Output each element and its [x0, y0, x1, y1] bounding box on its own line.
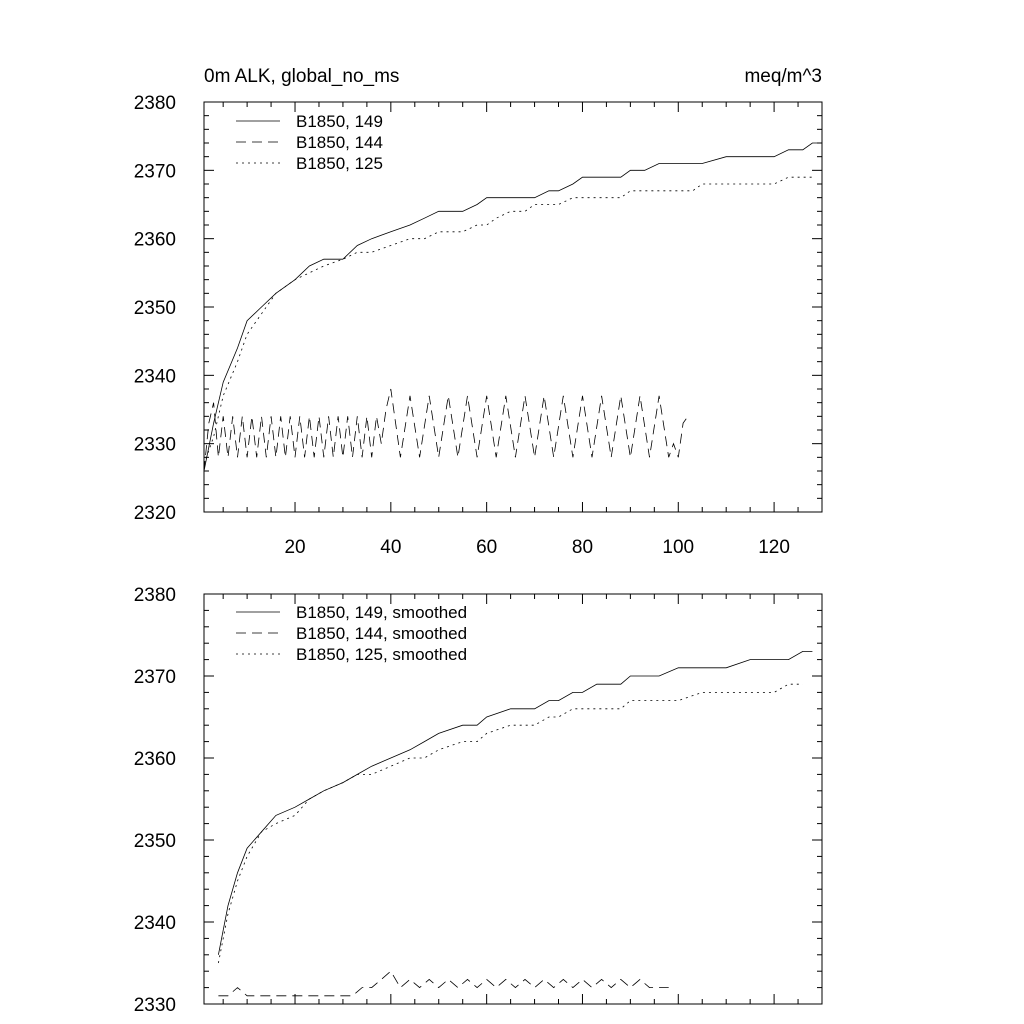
series-line-dotted — [204, 176, 813, 465]
legend-label: B1850, 144, smoothed — [296, 624, 467, 643]
y-tick-label: 2330 — [134, 995, 176, 1016]
series-line-solid — [204, 142, 822, 472]
x-tick-label: 80 — [572, 537, 593, 558]
y-tick-label: 2360 — [134, 749, 176, 770]
series-line-dotted — [218, 683, 803, 964]
x-tick-label: 120 — [758, 537, 790, 558]
legend-label: B1850, 144 — [296, 133, 383, 152]
legend-label: B1850, 125, smoothed — [296, 645, 467, 664]
series-line-dashed — [218, 970, 669, 997]
y-tick-label: 2330 — [134, 435, 176, 456]
x-tick-label: 20 — [284, 537, 305, 558]
series-line-dashed — [204, 388, 689, 472]
legend-label: B1850, 149 — [296, 112, 383, 131]
series-line-solid — [218, 651, 813, 955]
x-tick-label: 100 — [662, 537, 694, 558]
y-tick-label: 2350 — [134, 298, 176, 319]
plot-frame — [203, 593, 823, 1005]
y-tick-label: 2350 — [134, 831, 176, 852]
y-tick-label: 2340 — [134, 366, 176, 387]
x-tick-label: 60 — [476, 537, 497, 558]
y-tick-label: 2380 — [134, 585, 176, 606]
x-tick-label: 40 — [380, 537, 401, 558]
chart-units: meq/m^3 — [744, 66, 822, 87]
legend-label: B1850, 125 — [296, 154, 383, 173]
legend-label: B1850, 149, smoothed — [296, 603, 467, 622]
y-tick-label: 2320 — [134, 503, 176, 524]
top-panel: 20 40 60 80 100 120 2320 2330 2340 2350 2360 2370 23… — [134, 93, 823, 558]
chart-title: 0m ALK, global_no_ms — [204, 66, 399, 87]
y-tick-label: 2370 — [134, 161, 176, 182]
y-tick-label: 2340 — [134, 913, 176, 934]
y-tick-label: 2370 — [134, 667, 176, 688]
y-tick-label: 2380 — [134, 93, 176, 114]
bottom-panel: 2330 2340 2350 2360 2370 2380 B1850, 149, smoo… — [134, 585, 823, 1016]
y-tick-label: 2360 — [134, 230, 176, 251]
